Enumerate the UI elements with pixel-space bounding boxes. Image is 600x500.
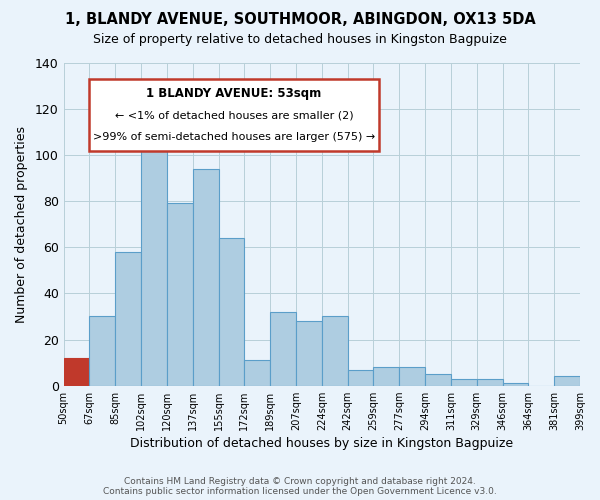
Bar bbox=[296, 321, 322, 386]
Bar bbox=[167, 204, 193, 386]
Bar bbox=[451, 379, 477, 386]
Bar bbox=[503, 384, 529, 386]
Bar bbox=[373, 367, 399, 386]
X-axis label: Distribution of detached houses by size in Kingston Bagpuize: Distribution of detached houses by size … bbox=[130, 437, 514, 450]
Text: 1, BLANDY AVENUE, SOUTHMOOR, ABINGDON, OX13 5DA: 1, BLANDY AVENUE, SOUTHMOOR, ABINGDON, O… bbox=[65, 12, 535, 28]
Bar bbox=[218, 238, 244, 386]
Bar bbox=[115, 252, 141, 386]
Bar bbox=[270, 312, 296, 386]
Text: Contains HM Land Registry data © Crown copyright and database right 2024.: Contains HM Land Registry data © Crown c… bbox=[124, 477, 476, 486]
Bar bbox=[477, 379, 503, 386]
Text: >99% of semi-detached houses are larger (575) →: >99% of semi-detached houses are larger … bbox=[93, 132, 375, 142]
Bar bbox=[554, 376, 580, 386]
Y-axis label: Number of detached properties: Number of detached properties bbox=[15, 126, 28, 322]
Text: ← <1% of detached houses are smaller (2): ← <1% of detached houses are smaller (2) bbox=[115, 110, 353, 120]
Text: Size of property relative to detached houses in Kingston Bagpuize: Size of property relative to detached ho… bbox=[93, 32, 507, 46]
Bar bbox=[347, 370, 373, 386]
Bar bbox=[425, 374, 451, 386]
Bar bbox=[64, 358, 89, 386]
Bar bbox=[141, 127, 167, 386]
Bar bbox=[193, 168, 218, 386]
Text: 1 BLANDY AVENUE: 53sqm: 1 BLANDY AVENUE: 53sqm bbox=[146, 86, 322, 100]
Bar bbox=[244, 360, 270, 386]
Text: Contains public sector information licensed under the Open Government Licence v3: Contains public sector information licen… bbox=[103, 487, 497, 496]
FancyBboxPatch shape bbox=[89, 78, 379, 152]
Bar bbox=[89, 316, 115, 386]
Bar bbox=[399, 367, 425, 386]
Bar bbox=[322, 316, 347, 386]
